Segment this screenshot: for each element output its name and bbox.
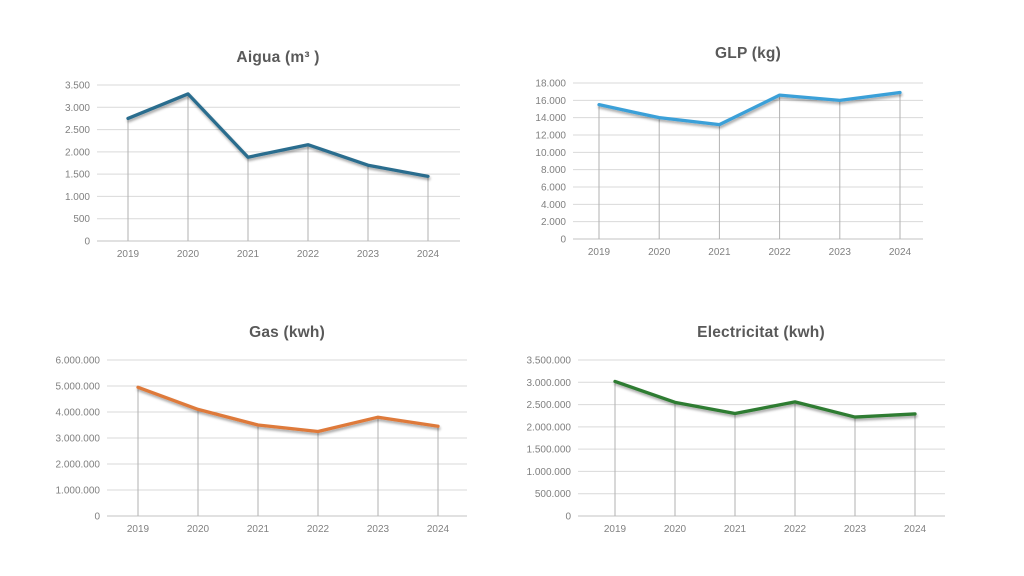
x-tick-label: 2019	[117, 249, 140, 260]
y-tick-label: 6.000.000	[56, 356, 101, 367]
y-tick-label: 2.000	[541, 217, 566, 228]
x-tick-label: 2019	[604, 524, 627, 535]
y-tick-label: 0	[94, 512, 100, 523]
y-tick-label: 3.000.000	[56, 434, 101, 445]
x-tick-label: 2022	[297, 249, 320, 260]
y-tick-label: 0	[560, 235, 566, 246]
y-tick-label: 1.500.000	[527, 445, 572, 456]
y-tick-label: 1.500	[65, 170, 90, 181]
y-tick-label: 10.000	[535, 148, 566, 159]
aigua-series-line	[126, 92, 430, 179]
x-tick-label: 2020	[664, 524, 687, 535]
x-tick-label: 2022	[768, 247, 791, 258]
chart-title-gas: Gas (kwh)	[249, 324, 325, 341]
glp-series-line	[597, 90, 902, 127]
x-tick-label: 2019	[588, 247, 611, 258]
electricitat-line-chart: Electricitat (kwh) 0 500.000 1.000.000 1.50…	[527, 324, 945, 535]
y-tick-label: 16.000	[535, 96, 566, 107]
y-tick-label: 2.000.000	[56, 460, 101, 471]
chart-title-glp: GLP (kg)	[715, 45, 781, 62]
x-tick-label: 2022	[784, 524, 807, 535]
drop-lines	[614, 381, 916, 516]
y-tick-label: 500	[73, 214, 90, 225]
y-tick-label: 0	[565, 512, 571, 523]
y-tick-label: 6.000	[541, 183, 566, 194]
chart-glp: GLP (kg) 0 2.000 4.000 6.000 8.000 10.000 12.0…	[520, 26, 1000, 281]
x-tick-label: 2020	[648, 247, 671, 258]
y-tick-label: 2.500.000	[527, 400, 572, 411]
x-tick-label: 2019	[127, 524, 150, 535]
chart-aigua: Aigua (m³ ) 0 500 1.000 1.500 2.000 2.500 3.00…	[30, 28, 510, 283]
aigua-line-chart: Aigua (m³ ) 0 500 1.000 1.500 2.000 2.500 3.00…	[65, 49, 460, 260]
x-tick-label: 2021	[237, 249, 260, 260]
y-tick-label: 2.000	[65, 147, 90, 158]
gridlines	[573, 82, 923, 240]
x-tick-label: 2024	[417, 249, 440, 260]
y-tick-label: 1.000.000	[527, 467, 572, 478]
x-tick-label: 2023	[367, 524, 390, 535]
chart-title-aigua: Aigua (m³ )	[236, 49, 319, 66]
y-tick-label: 8.000	[541, 165, 566, 176]
gas-line-chart: Gas (kwh) 0 1.000.000 2.000.000 3.000.000 4.…	[56, 324, 467, 535]
x-tick-label: 2024	[904, 524, 927, 535]
x-tick-label: 2021	[724, 524, 747, 535]
x-tick-label: 2020	[187, 524, 210, 535]
y-tick-label: 18.000	[535, 79, 566, 90]
x-tick-label: 2021	[708, 247, 731, 258]
x-tick-label: 2023	[844, 524, 867, 535]
y-tick-label: 500.000	[535, 489, 572, 500]
y-tick-label: 3.500	[65, 81, 90, 92]
drop-lines	[137, 387, 439, 516]
gas-series-line	[136, 385, 440, 434]
y-tick-label: 0	[84, 237, 90, 248]
y-tick-label: 3.500.000	[527, 356, 572, 367]
gridlines	[578, 359, 945, 517]
glp-line-chart: GLP (kg) 0 2.000 4.000 6.000 8.000 10.000 12.0…	[535, 45, 923, 258]
x-tick-label: 2021	[247, 524, 270, 535]
y-tick-label: 4.000	[541, 200, 566, 211]
chart-electricitat: Electricitat (kwh) 0 500.000 1.000.000 1.50…	[520, 303, 1000, 558]
electricitat-series-line	[613, 379, 917, 419]
y-tick-label: 4.000.000	[56, 408, 101, 419]
chart-title-electricitat: Electricitat (kwh)	[697, 324, 825, 341]
y-tick-label: 1.000	[65, 192, 90, 203]
y-tick-label: 12.000	[535, 131, 566, 142]
x-tick-label: 2024	[889, 247, 912, 258]
x-tick-label: 2023	[357, 249, 380, 260]
y-tick-label: 5.000.000	[56, 382, 101, 393]
gridlines	[107, 359, 467, 517]
y-tick-label: 3.000.000	[527, 378, 572, 389]
x-tick-label: 2022	[307, 524, 330, 535]
y-tick-label: 3.000	[65, 103, 90, 114]
y-tick-label: 14.000	[535, 113, 566, 124]
x-tick-label: 2024	[427, 524, 450, 535]
y-tick-label: 2.000.000	[527, 422, 572, 433]
x-tick-label: 2023	[829, 247, 852, 258]
x-tick-label: 2020	[177, 249, 200, 260]
y-tick-label: 2.500	[65, 125, 90, 136]
drop-lines	[598, 92, 901, 239]
y-tick-label: 1.000.000	[56, 486, 101, 497]
chart-gas: Gas (kwh) 0 1.000.000 2.000.000 3.000.000 4.…	[30, 303, 510, 558]
drop-lines	[127, 93, 429, 241]
